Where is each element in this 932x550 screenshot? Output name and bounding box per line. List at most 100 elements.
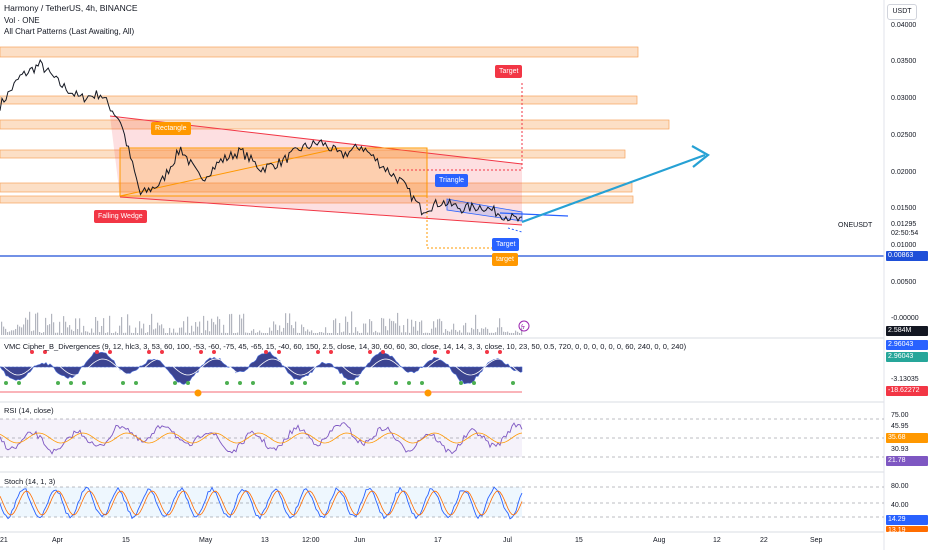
- volume-bar: [341, 332, 343, 335]
- volume-bar: [353, 332, 355, 335]
- target-top-label[interactable]: Target: [495, 65, 523, 78]
- volume-bar: [287, 322, 289, 335]
- volume-bar: [309, 331, 311, 335]
- volume-bar: [473, 329, 475, 335]
- volume-bar: [229, 314, 231, 335]
- x-tick: 12: [713, 537, 721, 544]
- volume-bar: [15, 328, 17, 335]
- volume-bar: [245, 332, 247, 335]
- target-blue-label[interactable]: Target: [492, 238, 520, 251]
- volume-bar: [261, 332, 263, 335]
- volume-bar: [357, 331, 359, 335]
- currency-button[interactable]: USDT: [887, 4, 917, 20]
- y-tick: 0.00500: [891, 279, 917, 286]
- stoch-legend[interactable]: Stoch (14, 1, 3): [4, 477, 56, 486]
- volume-bar: [259, 330, 261, 335]
- chart-title: Harmony / TetherUS, 4h, BINANCE: [4, 3, 138, 13]
- vmc-dot: [485, 350, 489, 354]
- volume-bar: [433, 321, 435, 335]
- volume-bar: [423, 332, 425, 335]
- volume-bar: [257, 332, 259, 335]
- volume-bar: [501, 327, 503, 335]
- volume-bar: [509, 332, 511, 335]
- volume-bar: [305, 331, 307, 335]
- volume-bar: [47, 325, 49, 335]
- volume-bar: [235, 332, 237, 335]
- lightning-icon[interactable]: [518, 320, 530, 332]
- volume-bar: [13, 330, 15, 335]
- volume-bar: [165, 332, 167, 335]
- volume-bar: [199, 321, 201, 335]
- volume-bar: [437, 319, 439, 335]
- volume-bar: [217, 316, 219, 335]
- triangle-extension: [499, 212, 569, 217]
- volume-bar: [517, 331, 519, 335]
- stoch-k-line: [0, 486, 523, 520]
- volume-bar: [367, 332, 369, 335]
- volume-bar: [267, 332, 269, 335]
- volume-bar: [381, 317, 383, 335]
- vmc-wave: [0, 351, 523, 385]
- volume-legend[interactable]: Vol · ONE: [4, 16, 40, 25]
- volume-bar: [11, 330, 13, 335]
- vmc-dot: [355, 381, 359, 385]
- volume-bar: [243, 313, 245, 335]
- volume-bar: [363, 323, 365, 335]
- volume-bar: [87, 331, 89, 335]
- x-tick: 15: [122, 537, 130, 544]
- rsi-pane: [0, 418, 884, 458]
- volume-bar: [475, 314, 477, 335]
- vmc-legend[interactable]: VMC Cipher_B_Divergences (9, 12, hlc3, 3…: [4, 342, 687, 351]
- lightning-glyph: ϟ: [521, 324, 525, 331]
- volume-bar: [113, 332, 115, 335]
- volume-bar: [215, 324, 217, 335]
- x-tick: Apr: [52, 537, 63, 544]
- projection-arrow: [521, 153, 706, 224]
- volume-bar: [311, 330, 313, 335]
- volume-bar: [249, 332, 251, 335]
- volume-bar: [65, 321, 67, 335]
- volume-bar: [497, 327, 499, 335]
- volume-bar: [221, 332, 223, 335]
- volume-bar: [379, 332, 381, 335]
- volume-bar: [277, 330, 279, 335]
- volume-bar: [17, 324, 19, 335]
- stoch-tag-2: 13.19: [886, 526, 928, 532]
- volume-bar: [135, 327, 137, 335]
- vmc-dot: [225, 381, 229, 385]
- x-tick: 12:00: [302, 537, 320, 544]
- patterns-legend[interactable]: All Chart Patterns (Last Awaiting, All): [4, 27, 135, 36]
- volume-bar: [181, 327, 183, 335]
- volume-bar: [63, 316, 65, 335]
- volume-bar: [295, 321, 297, 335]
- vmc-dot: [17, 381, 21, 385]
- volume-bar: [193, 331, 195, 335]
- volume-bar: [101, 325, 103, 335]
- target-orange-label[interactable]: target: [492, 253, 518, 266]
- volume-bar: [457, 331, 459, 335]
- volume-bar: [439, 318, 441, 335]
- volume-bar: [45, 317, 47, 335]
- volume-bar: [53, 322, 55, 335]
- volume-bar: [51, 313, 53, 335]
- vmc-dot: [290, 381, 294, 385]
- falling-wedge-label[interactable]: Falling Wedge: [94, 210, 147, 223]
- volume-bar: [33, 330, 35, 335]
- zone: [0, 182, 633, 193]
- volume-bar: [453, 323, 455, 335]
- rectangle-label[interactable]: Rectangle: [151, 122, 191, 135]
- volume-bar: [251, 330, 253, 335]
- volume-bar: [55, 332, 57, 335]
- volume-bar: [105, 332, 107, 335]
- volume-bar: [127, 314, 129, 335]
- triangle-label[interactable]: Triangle: [435, 174, 469, 187]
- volume-bar: [205, 330, 207, 335]
- volume-bar: [35, 313, 37, 335]
- volume-bar: [483, 328, 485, 335]
- volume-bar: [393, 321, 395, 335]
- rsi-legend[interactable]: RSI (14, close): [4, 406, 54, 415]
- countdown: 02:50:54: [891, 230, 919, 237]
- volume-bar: [179, 327, 181, 335]
- volume-bar: [289, 313, 291, 335]
